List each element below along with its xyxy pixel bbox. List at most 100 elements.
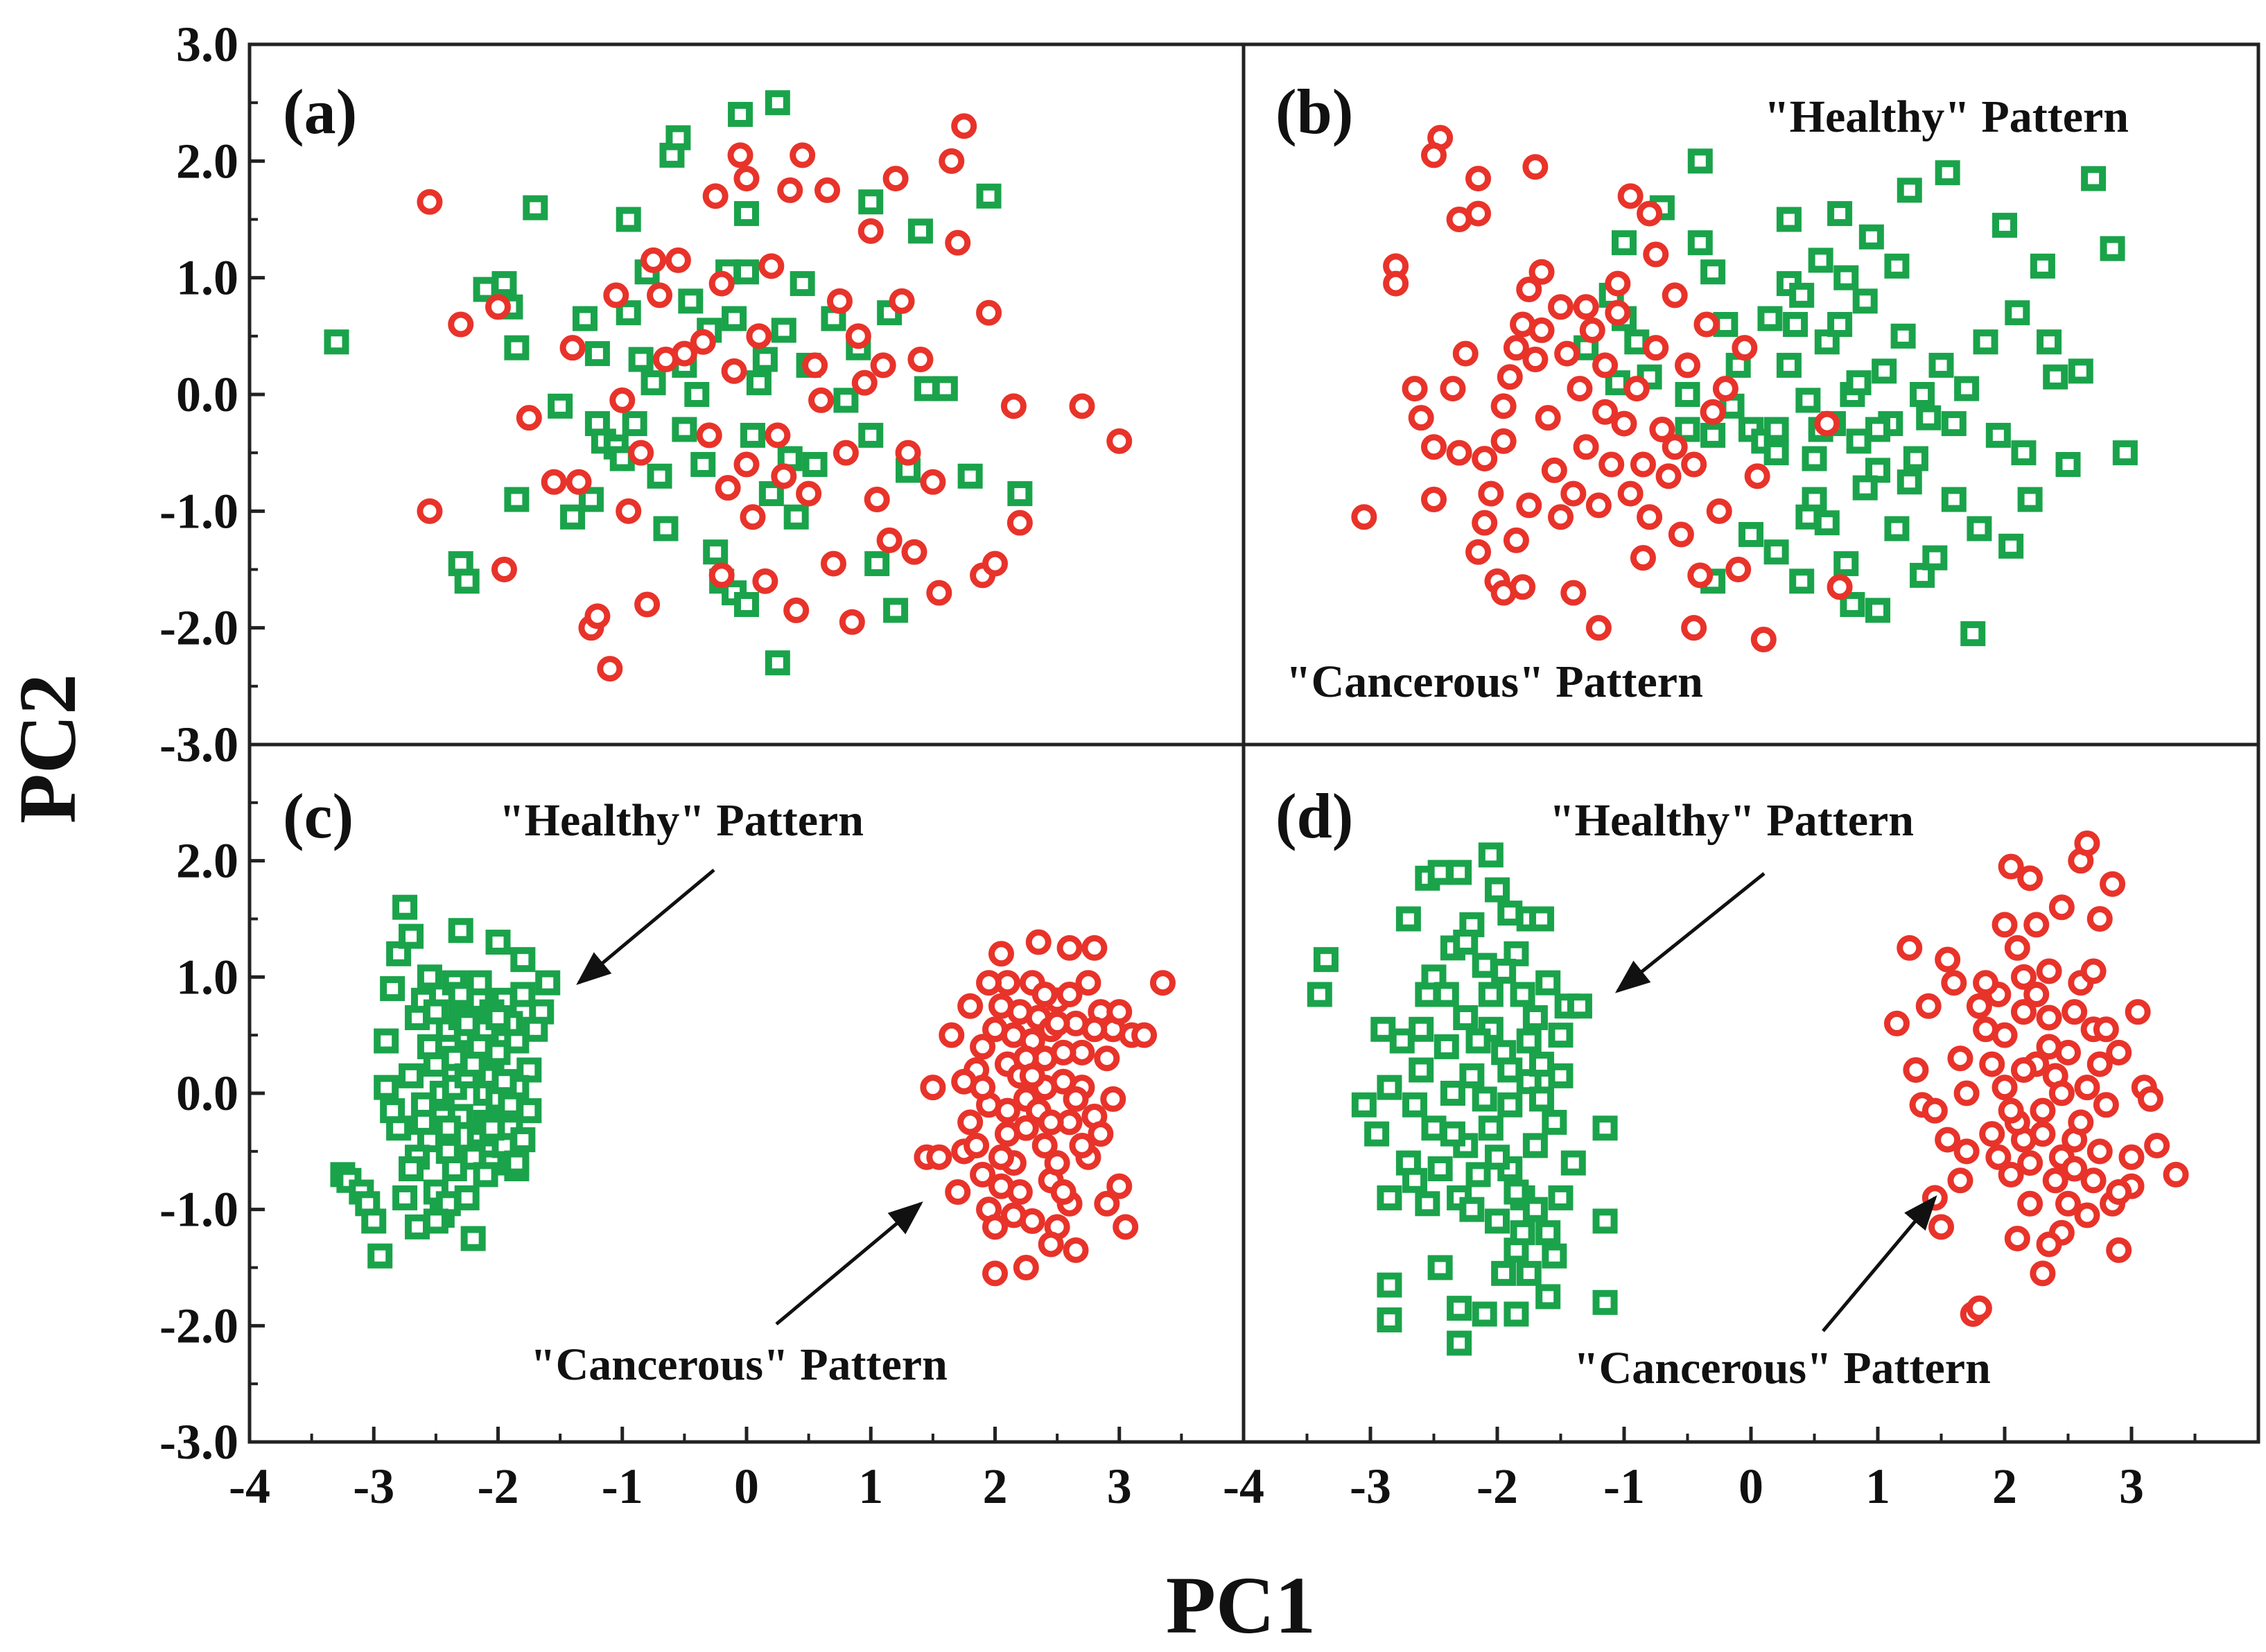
panel-a-cancerous-point: [839, 609, 865, 635]
panel-a-cancerous-point: [771, 463, 797, 489]
panel-b-cancerous-point: [1611, 410, 1637, 437]
panel-d-cancerous-point: [2010, 964, 2037, 990]
panel-d-healthy-point: [1377, 1307, 1402, 1332]
panel-a-healthy-point: [976, 183, 1002, 209]
panel-d-xtick-label: -2: [1476, 1459, 1518, 1514]
panel-d-healthy-point: [1510, 982, 1535, 1007]
panel-a-healthy-point: [672, 417, 697, 442]
panel-d-healthy-point: [1567, 993, 1592, 1019]
panel-a-healthy-point: [548, 393, 573, 419]
panel-b-healthy-point: [1833, 265, 1859, 290]
panel-b-healthy-point: [2043, 364, 2068, 390]
panel-b-healthy-point: [2017, 487, 2043, 512]
panel-b-cancerous-point: [1465, 539, 1492, 565]
panel-d-healthy-point: [1497, 1057, 1523, 1083]
panel-c-healthy-point: [417, 964, 442, 990]
panel-d-cancerous-point: [2106, 1237, 2132, 1263]
panel-a-cancerous-point: [802, 352, 828, 379]
panel-c-xtick-label: -1: [602, 1459, 643, 1514]
panel-c-healthy-point: [442, 1156, 467, 1181]
panel-b-cancerous-point: [1446, 207, 1472, 232]
panel-b-healthy-point: [1687, 230, 1713, 256]
panel-d-cancerous-point: [1947, 1045, 1973, 1072]
panel-a-healthy-point: [907, 218, 933, 244]
panel-a-healthy-point: [722, 306, 747, 331]
panel-a-cancerous-point: [746, 323, 772, 349]
panel-c-cancerous-point: [988, 941, 1014, 967]
panel-b-healthy-point: [1897, 469, 1922, 495]
panel-d-healthy-point: [1485, 877, 1510, 903]
panel-c-cancerous-point: [1050, 1179, 1077, 1206]
panel-c-cancerous-point: [1031, 981, 1058, 1007]
panel-a-healthy-point: [690, 452, 716, 477]
panel-c-xtick-label: -2: [478, 1459, 519, 1514]
panel-c-cancerous-point: [1094, 1045, 1120, 1072]
panel-d-healthy-point: [1529, 1052, 1555, 1077]
panel-c-healthy-point: [399, 923, 424, 949]
panel-a-cancerous-point: [882, 166, 909, 192]
panel-c-cancerous-point: [1038, 1231, 1064, 1258]
panel-c-healthy-point: [392, 1185, 418, 1210]
panel-d-healthy-point: [1535, 1284, 1561, 1310]
panel-d-healthy-point: [1459, 1197, 1485, 1222]
panel-d-healthy-point: [1453, 930, 1479, 955]
panel-a-healthy-point: [622, 411, 647, 437]
panel-a-cancerous-point: [814, 177, 841, 203]
panel-d-xtick-label: -1: [1603, 1459, 1645, 1514]
panel-d-healthy-point: [1402, 1092, 1428, 1118]
panel-c-healthy-point: [454, 1011, 480, 1036]
panel-d-cancerous-point: [2036, 1034, 2062, 1060]
panel-a-cancerous-point: [857, 218, 884, 244]
panel-a-cancerous-point: [665, 247, 691, 273]
panel-b-healthy-point: [1910, 562, 1935, 588]
panel-b-cancerous-point: [1637, 200, 1663, 227]
x-axis-title: PC1: [1166, 1560, 1316, 1651]
panel-d-healthy-point: [1491, 958, 1517, 984]
panel-d-cancerous-point: [1992, 912, 2018, 938]
panel-b-healthy-point: [1814, 510, 1840, 536]
panel-c-ytick-label: 0.0: [176, 1066, 238, 1121]
panel-a-ytick-label: 1.0: [176, 250, 238, 306]
panel-b-cancerous-point: [1408, 405, 1434, 431]
panel-b-cancerous-point: [1687, 562, 1714, 589]
panel-d-healthy-point: [1522, 1005, 1548, 1031]
panel-d-healthy-point: [1478, 842, 1504, 868]
panel-a-cancerous-point: [516, 405, 542, 431]
panel-d-cancerous-point: [2036, 1005, 2062, 1031]
panel-d-healthy-point: [1504, 941, 1529, 966]
panel-b-healthy-point: [2011, 440, 2037, 466]
panel-c-healthy-point: [485, 930, 511, 955]
panel-b-cancerous-point: [1548, 294, 1574, 320]
panel-c-cancerous-point: [1106, 1173, 1133, 1199]
panel-b-cancerous-point: [1541, 457, 1567, 483]
panel-b-cancerous-point: [1623, 376, 1650, 402]
panel-d-cancerous-point: [2055, 1190, 2081, 1217]
panel-b-healthy-point: [1675, 382, 1700, 407]
panel-a-cancerous-point: [889, 288, 915, 314]
panel-a-cancerous-point: [876, 527, 903, 553]
panel-d-cancerous-point: [1903, 1057, 1929, 1083]
panel-b-healthy-point: [1872, 358, 1897, 384]
panel-c-healthy-point: [361, 1208, 387, 1234]
panel-a-healthy-point: [734, 201, 759, 227]
panel-b-healthy-point: [1928, 352, 1954, 378]
panel-d-cancerous-point: [1998, 853, 2024, 880]
panel-d-healthy-point: [1427, 1156, 1453, 1181]
panel-d-label: (d): [1275, 781, 1353, 851]
panel-c-cancerous-point: [1131, 1022, 1158, 1048]
panel-b-healthy-point: [2055, 452, 2081, 477]
panel-d-healthy-point: [1478, 982, 1504, 1007]
panel-d-healthy-point: [1560, 1150, 1586, 1176]
panel-d-cancerous-point: [2086, 906, 2113, 932]
panel-c-xtick-label: 3: [1107, 1459, 1132, 1514]
panel-d-healthy-point: [1592, 1289, 1618, 1315]
panel-d-xtick-label: 1: [1865, 1459, 1890, 1514]
panel-c-cancerous-point: [1056, 981, 1083, 1007]
panel-b-cancerous-point: [1643, 335, 1669, 361]
panel-a-cancerous-point: [690, 329, 716, 355]
panel-d-xtick-label: 2: [1992, 1459, 2017, 1514]
panel-d-healthy-point: [1504, 1301, 1529, 1327]
panel-d-cancerous-point: [2068, 1109, 2094, 1136]
panel-a-healthy-point: [883, 598, 909, 623]
panel-c-healthy-point: [448, 982, 473, 1007]
